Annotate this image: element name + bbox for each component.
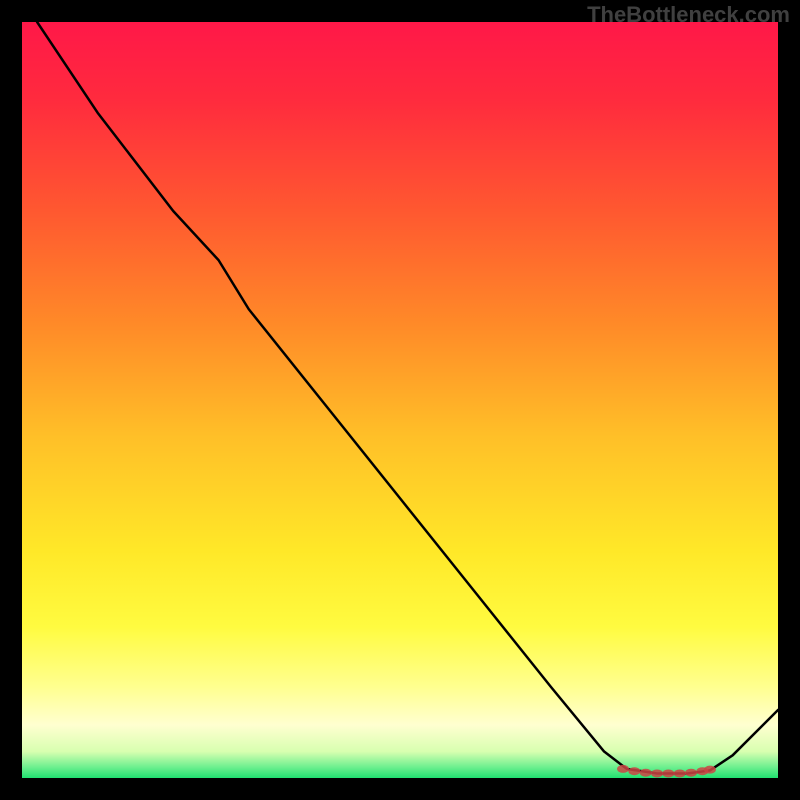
sweet-spot-marker [640,769,652,777]
sweet-spot-marker [685,769,697,777]
sweet-spot-marker [651,769,663,777]
gradient-background [22,22,778,778]
sweet-spot-marker [662,769,674,777]
chart-svg [22,22,778,778]
sweet-spot-marker [628,767,640,775]
sweet-spot-marker [674,769,686,777]
plot-area [22,22,778,778]
sweet-spot-marker [704,766,716,774]
chart-container: TheBottleneck.com [0,0,800,800]
sweet-spot-marker [617,765,629,773]
watermark-text: TheBottleneck.com [587,2,790,28]
